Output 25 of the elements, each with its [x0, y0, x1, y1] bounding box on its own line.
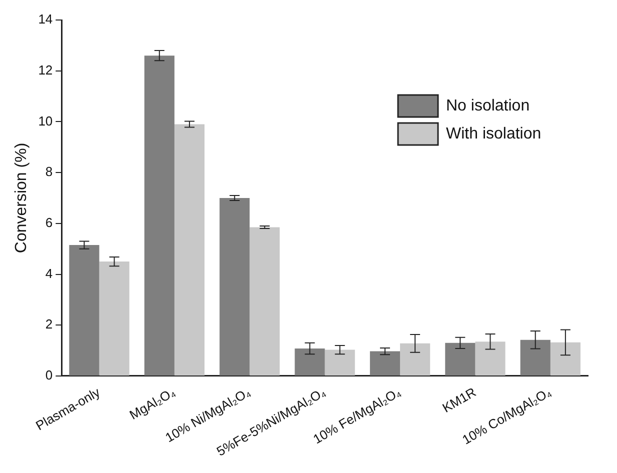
- y-tick-label: 6: [45, 214, 53, 230]
- legend-label: No isolation: [446, 97, 530, 114]
- bar: [174, 124, 205, 376]
- bar: [294, 348, 325, 376]
- bar: [475, 342, 506, 376]
- y-tick-label: 8: [45, 164, 53, 180]
- y-tick-label: 2: [45, 316, 53, 332]
- bar: [69, 245, 100, 376]
- y-tick-label: 0: [45, 368, 53, 383]
- bar: [144, 56, 174, 376]
- bar: [99, 262, 130, 376]
- bar: [520, 340, 550, 376]
- bar: [370, 351, 400, 376]
- y-tick-label: 10: [38, 113, 53, 128]
- bar: [445, 342, 476, 376]
- y-tick-label: 12: [38, 62, 53, 78]
- y-tick-label: 4: [45, 266, 53, 281]
- y-axis-title: Conversion (%): [13, 142, 30, 254]
- bar: [220, 198, 250, 376]
- legend-label: With isolation: [446, 125, 542, 142]
- bar: [250, 227, 280, 376]
- y-tick-label: 14: [38, 12, 53, 27]
- bar: [550, 342, 580, 376]
- bar: [324, 350, 355, 376]
- bar: [400, 343, 430, 376]
